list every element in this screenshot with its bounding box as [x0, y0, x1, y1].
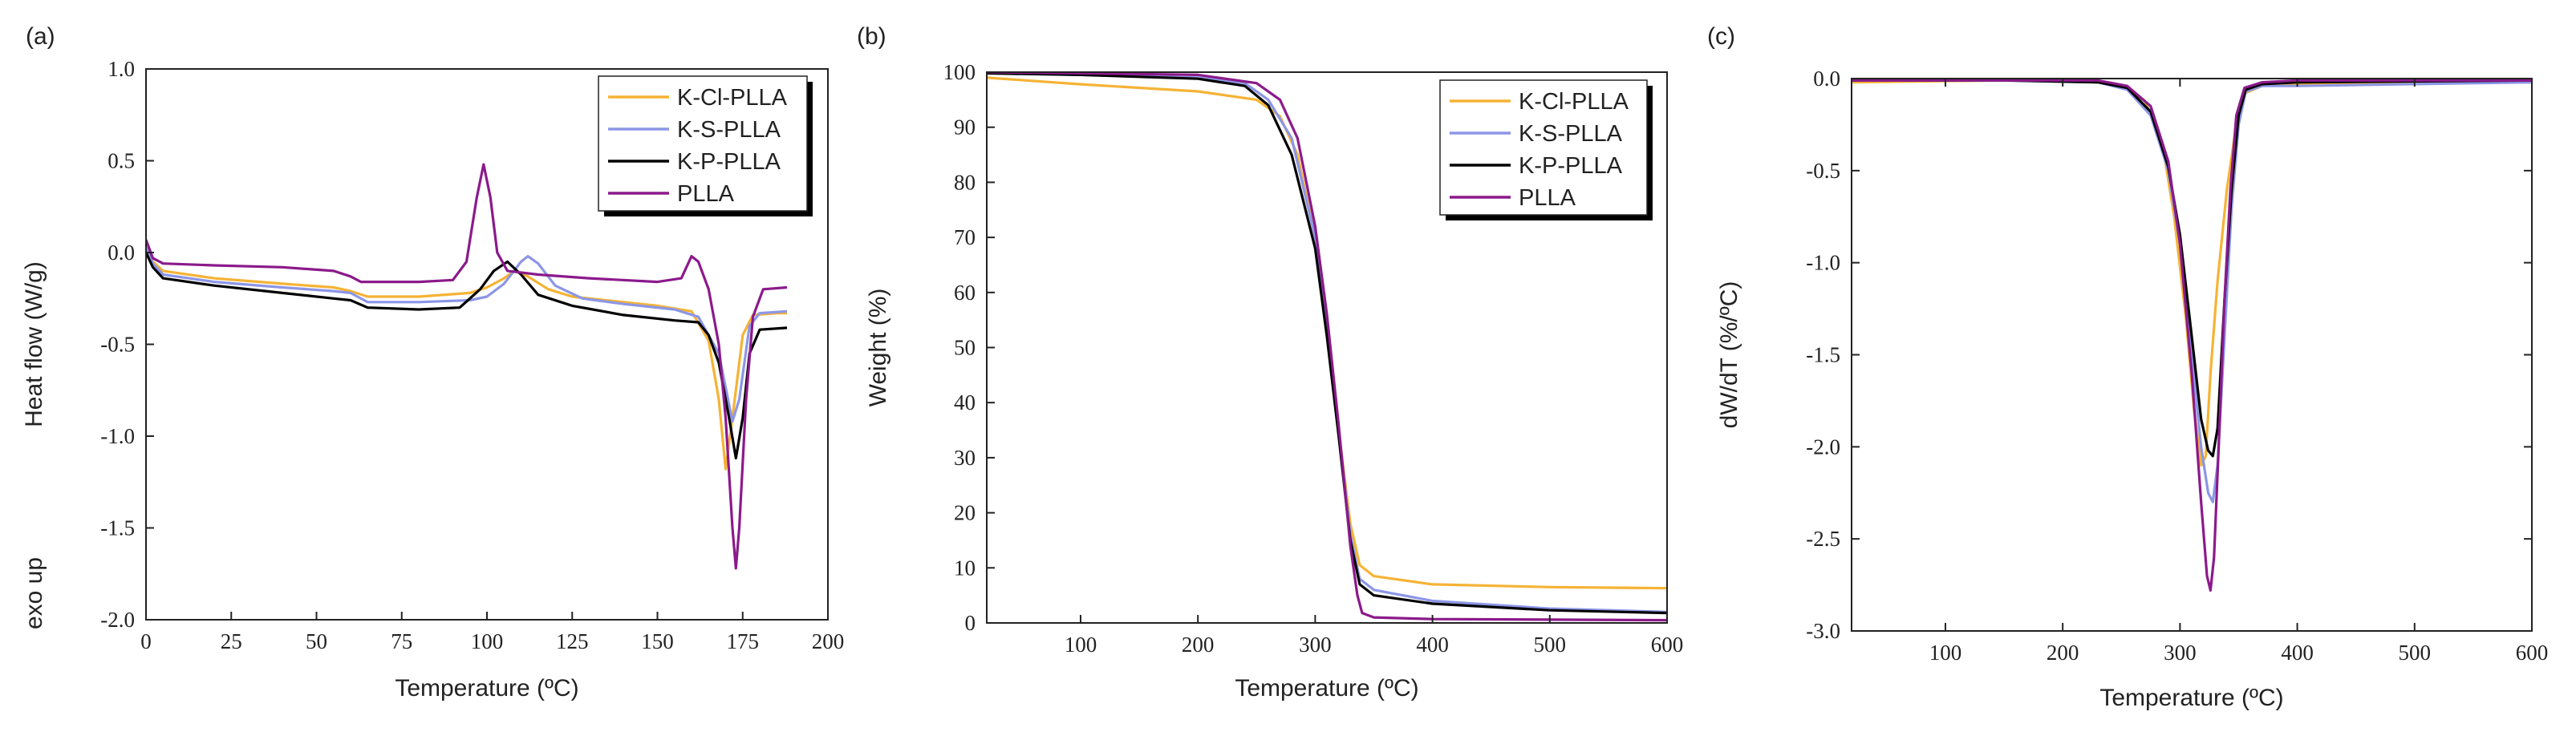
x-tick-label: 200	[2047, 641, 2079, 665]
exo-up-annotation: exo up	[21, 557, 47, 629]
x-tick-label: 100	[471, 629, 504, 653]
x-tick-label: 200	[812, 629, 845, 653]
series-group	[1852, 79, 2532, 592]
y-tick-label: 20	[954, 501, 976, 525]
legend-label-k-cl-plla: K-Cl-PLLA	[1519, 89, 1629, 115]
y-tick-label: 30	[954, 446, 976, 470]
x-tick-label: 600	[2516, 641, 2549, 665]
series-group	[146, 163, 788, 570]
y-tick-label: -3.0	[1806, 619, 1840, 643]
x-tick-label: 400	[2281, 641, 2314, 665]
legend-label-k-s-plla: K-S-PLLA	[1519, 121, 1623, 147]
x-tick-label: 100	[1065, 633, 1097, 657]
y-tick-label: -2.0	[1806, 435, 1840, 459]
y-tick-label: 0.5	[108, 149, 135, 173]
y-axis-title: Weight (%)	[865, 289, 891, 407]
y-tick-label: 0.0	[1813, 67, 1840, 91]
x-tick-label: 100	[1929, 641, 1962, 665]
x-tick-label: 300	[2164, 641, 2197, 665]
y-tick-label: 80	[954, 170, 976, 194]
series-line-k-p-plla	[1852, 79, 2532, 458]
y-tick-label: 0.0	[108, 241, 135, 265]
legend-label-k-s-plla: K-S-PLLA	[677, 117, 781, 143]
x-tick-label: 300	[1299, 633, 1332, 657]
y-tick-label: 90	[954, 115, 976, 139]
x-tick-label: 200	[1182, 633, 1215, 657]
x-tick-label: 25	[221, 629, 242, 653]
panel-label: (a)	[26, 23, 55, 50]
series-line-k-s-plla	[146, 246, 788, 423]
legend: K-Cl-PLLA K-S-PLLA K-P-PLLA PLLA	[598, 75, 813, 216]
y-axis-title: dW/dT (%/ºC)	[1716, 281, 1742, 429]
x-tick-label: 600	[1651, 633, 1684, 657]
series-group	[987, 72, 1667, 622]
y-tick-label: 10	[954, 556, 976, 580]
panel-2: (b) 100 200 300 400 500 600 0 10 20 30 40 50 60 70 80 90…	[857, 23, 1683, 702]
x-tick-label: 50	[306, 629, 327, 653]
x-tick-label: 500	[2399, 641, 2432, 665]
panel-label: (b)	[857, 23, 886, 50]
legend-box	[1439, 79, 1648, 216]
x-tick-label: 125	[556, 629, 589, 653]
y-tick-label: -1.5	[1806, 343, 1840, 367]
legend-label-plla: PLLA	[1519, 185, 1576, 211]
y-tick-label: 70	[954, 225, 976, 249]
series-line-plla	[987, 72, 1667, 622]
y-tick-label: 40	[954, 390, 976, 414]
x-tick-label: 75	[391, 629, 412, 653]
y-tick-label: 100	[943, 60, 976, 84]
x-axis-title: Temperature (ºC)	[1235, 675, 1418, 702]
y-tick-label: -0.5	[100, 333, 135, 357]
y-tick-label: 60	[954, 281, 976, 305]
series-line-k-p-plla	[987, 72, 1667, 615]
y-tick-label: -2.5	[1806, 527, 1840, 551]
y-tick-label: -2.0	[100, 608, 135, 632]
series-line-plla	[1852, 79, 2532, 592]
x-tick-label: 0	[140, 629, 152, 653]
x-tick-label: 500	[1534, 633, 1567, 657]
series-line-k-cl-plla	[146, 248, 787, 471]
legend-label-k-p-plla: K-P-PLLA	[677, 149, 781, 175]
legend-box	[598, 75, 808, 212]
x-axis-title: Temperature (ºC)	[2099, 685, 2283, 711]
series-line-k-p-plla	[146, 252, 788, 460]
legend-label-plla: PLLA	[677, 181, 735, 207]
panel-label: (c)	[1707, 23, 1735, 50]
x-tick-label: 175	[727, 629, 760, 653]
y-tick-label: -1.0	[100, 424, 135, 448]
y-tick-label: 0	[965, 611, 976, 635]
y-tick-label: 50	[954, 336, 976, 360]
series-line-k-cl-plla	[1852, 79, 2532, 467]
y-tick-label: -1.0	[1806, 251, 1840, 275]
legend: K-Cl-PLLA K-S-PLLA K-P-PLLA PLLA	[1439, 79, 1653, 220]
x-tick-label: 400	[1416, 633, 1449, 657]
panel-1: (a) 0 25 50 75 100 125 150 175 200 1.0 0.5 0.0 -0.5 -1…	[21, 23, 844, 702]
legend-label-k-cl-plla: K-Cl-PLLA	[677, 85, 788, 111]
y-axis-title: Heat flow (W/g)	[21, 261, 47, 427]
y-tick-label: 1.0	[108, 57, 135, 81]
x-tick-label: 150	[641, 629, 674, 653]
y-tick-label: -1.5	[100, 516, 135, 540]
series-line-plla	[146, 163, 788, 570]
panel-3: (c) 100 200 300 400 500 600 0.0 -0.5 -1.0 -1.5 -2.0…	[1707, 23, 2548, 711]
x-axis-title: Temperature (ºC)	[395, 675, 578, 702]
legend-label-k-p-plla: K-P-PLLA	[1519, 153, 1623, 179]
y-tick-label: -0.5	[1806, 159, 1840, 183]
series-line-k-s-plla	[1852, 79, 2532, 503]
